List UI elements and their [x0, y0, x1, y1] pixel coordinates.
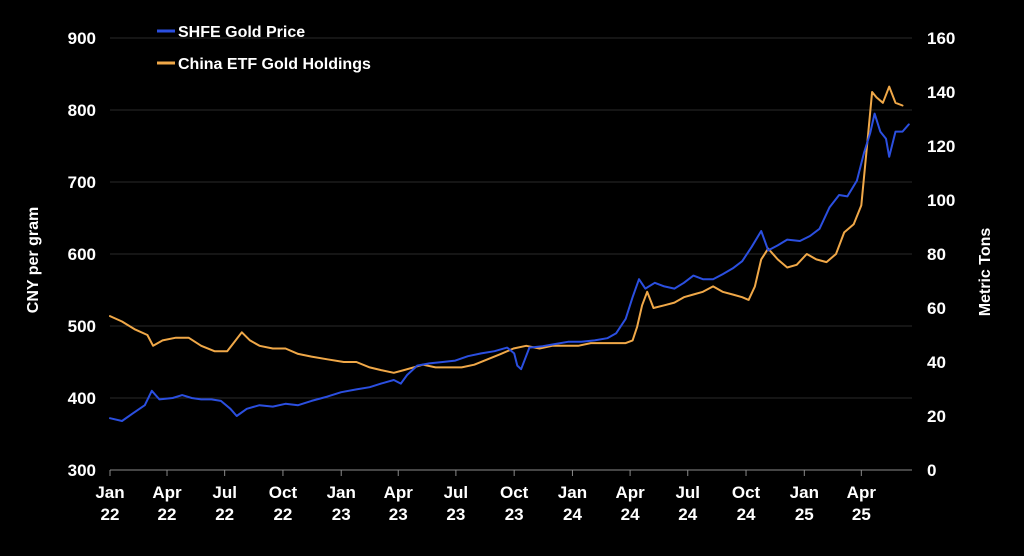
x-tick-month-label: Jan — [558, 483, 587, 502]
x-tick-month-label: Jan — [327, 483, 356, 502]
x-tick-month-label: Oct — [269, 483, 298, 502]
series-line-china-etf-gold-holdings — [109, 85, 904, 374]
x-tick-month-label: Apr — [384, 483, 414, 502]
right-y-tick-label: 160 — [927, 29, 955, 48]
x-axis-ticks: Jan 22 Apr 22 Jul 22 Oct 22 Jan 23 Apr 23 Jul 23 Oct 23… — [95, 470, 876, 524]
left-y-tick-label: 800 — [68, 101, 96, 120]
x-tick-month-label: Jul — [444, 483, 469, 502]
left-y-tick-label: 300 — [68, 461, 96, 480]
left-y-axis-title: CNY per gram — [25, 207, 42, 313]
x-tick-year-label: 22 — [273, 505, 292, 524]
x-tick-month-label: Apr — [615, 483, 645, 502]
x-tick-year-label: 22 — [158, 505, 177, 524]
right-y-tick-label: 40 — [927, 353, 946, 372]
legend: SHFE Gold Price China ETF Gold Holdings — [157, 24, 371, 73]
left-y-tick-label: 400 — [68, 389, 96, 408]
right-y-tick-label: 20 — [927, 407, 946, 426]
right-y-tick-label: 80 — [927, 245, 946, 264]
series-line-shfe-gold-price — [109, 112, 910, 422]
right-y-axis-ticks: 0 20 40 60 80 100 120 140 160 — [927, 29, 955, 480]
left-y-axis-ticks: 300 400 500 600 700 800 900 — [68, 29, 96, 480]
right-y-tick-label: 0 — [927, 461, 936, 480]
left-y-tick-label: 500 — [68, 317, 96, 336]
x-tick-year-label: 25 — [795, 505, 814, 524]
x-tick-month-label: Apr — [152, 483, 182, 502]
x-tick-year-label: 22 — [215, 505, 234, 524]
x-tick-year-label: 23 — [446, 505, 465, 524]
x-tick-month-label: Apr — [847, 483, 877, 502]
right-y-tick-label: 140 — [927, 83, 955, 102]
x-tick-month-label: Jan — [95, 483, 124, 502]
x-tick-year-label: 24 — [621, 505, 640, 524]
right-y-tick-label: 100 — [927, 191, 955, 210]
x-tick-month-label: Jul — [675, 483, 700, 502]
left-y-tick-label: 600 — [68, 245, 96, 264]
x-tick-month-label: Jan — [790, 483, 819, 502]
x-tick-month-label: Oct — [500, 483, 529, 502]
x-tick-year-label: 23 — [389, 505, 408, 524]
x-tick-year-label: 23 — [332, 505, 351, 524]
left-y-tick-label: 700 — [68, 173, 96, 192]
x-tick-month-label: Jul — [212, 483, 237, 502]
x-tick-year-label: 24 — [737, 505, 756, 524]
x-tick-year-label: 24 — [678, 505, 697, 524]
right-y-axis-title: Metric Tons — [977, 228, 994, 317]
left-y-tick-label: 900 — [68, 29, 96, 48]
legend-label-shfe: SHFE Gold Price — [178, 24, 305, 41]
right-y-tick-label: 120 — [927, 137, 955, 156]
grid-lines — [110, 37, 912, 399]
x-tick-month-label: Oct — [732, 483, 761, 502]
right-y-tick-label: 60 — [927, 299, 946, 318]
x-tick-year-label: 22 — [101, 505, 120, 524]
x-tick-year-label: 25 — [852, 505, 871, 524]
x-tick-year-label: 23 — [505, 505, 524, 524]
legend-label-etf: China ETF Gold Holdings — [178, 56, 371, 73]
series-layer — [109, 85, 910, 422]
x-tick-year-label: 24 — [563, 505, 582, 524]
